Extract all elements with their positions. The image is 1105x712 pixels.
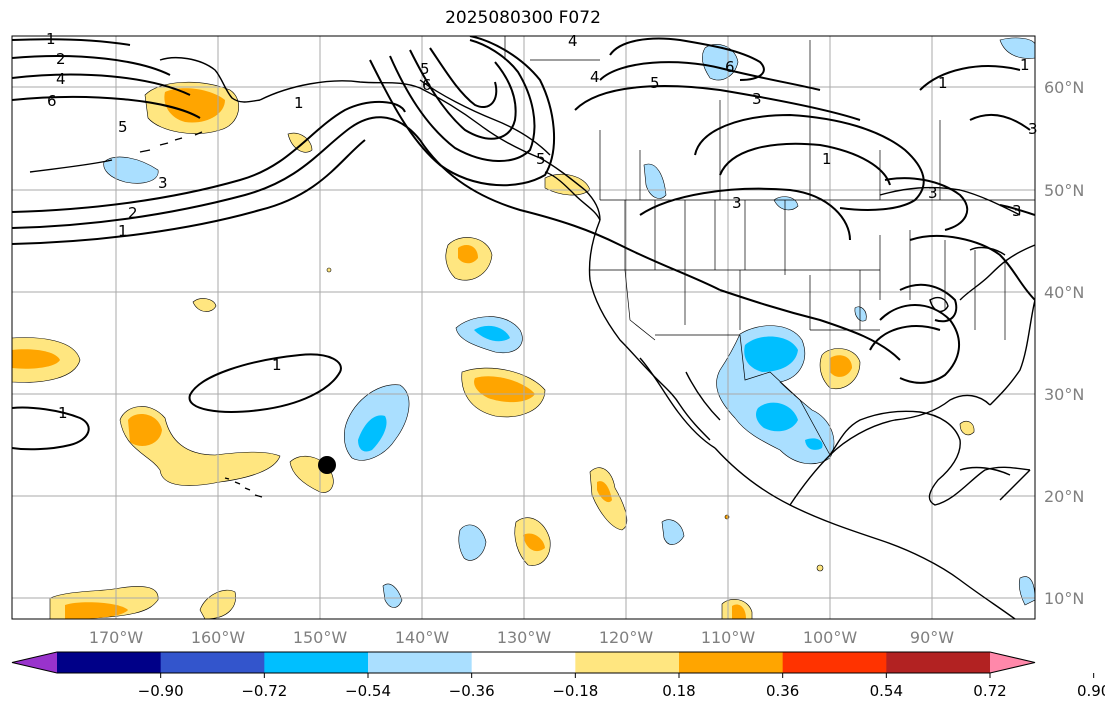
colorbar-segment xyxy=(57,652,162,673)
lat-label: 10°N xyxy=(1044,589,1084,608)
lon-label: 170°W xyxy=(89,628,144,647)
contour-label: 1 xyxy=(118,222,128,240)
colorbar-extend-high xyxy=(990,652,1035,673)
latitude-labels: 60°N 50°N 40°N 30°N 20°N 10°N xyxy=(1044,78,1084,608)
lon-label: 160°W xyxy=(191,628,246,647)
lon-label: 130°W xyxy=(497,628,552,647)
contour-label: 1 xyxy=(294,94,304,112)
contour-label: 2 xyxy=(56,50,66,68)
colorbar-outline xyxy=(11,651,1036,674)
colorbar-segment xyxy=(782,652,887,673)
map-frame xyxy=(11,35,1036,620)
contour-label: 1 xyxy=(1020,56,1030,74)
negative-anomaly-shading xyxy=(103,37,1035,608)
colorbar-segment xyxy=(471,652,576,673)
colorbar-segment xyxy=(368,652,473,673)
lon-label: 110°W xyxy=(701,628,756,647)
longitude-labels: 170°W 160°W 150°W 140°W 130°W 120°W 110°… xyxy=(89,628,954,647)
contour-label: 3 xyxy=(732,194,742,212)
lat-label: 50°N xyxy=(1044,181,1084,200)
contour-label-group: 1 2 4 6 5 3 2 1 4 6 5 5 4 6 3 1 5 3 1 3 … xyxy=(46,30,1038,422)
contour-label: 1 xyxy=(938,74,948,92)
contour-label: 4 xyxy=(568,32,578,50)
colorbar-tick-label: −0.72 xyxy=(241,682,287,700)
map-title: 2025080300 F072 xyxy=(445,8,601,28)
colorbar-segment xyxy=(575,652,680,673)
contour-label: 1 xyxy=(822,150,832,168)
contour-label: 3 xyxy=(1012,202,1022,220)
contour-label: 5 xyxy=(650,74,660,92)
colorbar-tick-label: 0.72 xyxy=(973,682,1006,700)
colorbar-segment xyxy=(160,652,265,673)
point-marker xyxy=(318,456,336,474)
colorbar-tick-label: 0.54 xyxy=(870,682,903,700)
contour-label: 1 xyxy=(58,404,68,422)
colorbar-segment xyxy=(886,652,991,673)
colorbar-tick-label: −0.90 xyxy=(138,682,184,700)
contour-label: 5 xyxy=(536,150,546,168)
political-borders xyxy=(504,36,1035,456)
colorbar-extend-low xyxy=(12,652,57,673)
contour-label: 5 xyxy=(118,118,128,136)
contour-label: 2 xyxy=(128,204,138,222)
coastlines xyxy=(29,57,1035,619)
colorbar-segment xyxy=(264,652,369,673)
colorbar-tick-label: −0.54 xyxy=(345,682,391,700)
lat-label: 40°N xyxy=(1044,283,1084,302)
colorbar-tick-label: 0.36 xyxy=(766,682,799,700)
colorbar-tick-label: 0.18 xyxy=(662,682,695,700)
lat-label: 60°N xyxy=(1044,78,1084,97)
lon-label: 140°W xyxy=(395,628,450,647)
lon-label: 100°W xyxy=(803,628,858,647)
colorbar-tick-label: 0.90 xyxy=(1077,682,1105,700)
lat-label: 20°N xyxy=(1044,487,1084,506)
contour-label: 3 xyxy=(752,90,762,108)
lon-label: 90°W xyxy=(910,628,954,647)
contour-label: 3 xyxy=(158,174,168,192)
lon-label: 120°W xyxy=(599,628,654,647)
contour-label: 6 xyxy=(422,76,432,94)
contour-label: 3 xyxy=(928,184,938,202)
colorbar: −0.90 −0.72 −0.54 −0.36 −0.18 0.18 0.36 0.54 0.7… xyxy=(11,651,1105,700)
contour-label: 6 xyxy=(47,92,57,110)
contour-label: 6 xyxy=(725,58,735,76)
contour-label: 5 xyxy=(420,60,430,78)
contour-label: 1 xyxy=(272,356,282,374)
lon-label: 150°W xyxy=(293,628,348,647)
colorbar-tick-label: −0.18 xyxy=(552,682,598,700)
colorbar-tick-label: −0.36 xyxy=(449,682,495,700)
contour-label: 4 xyxy=(56,70,66,88)
contour-lines xyxy=(12,36,1035,451)
lat-label: 30°N xyxy=(1044,385,1084,404)
contour-label: 3 xyxy=(1028,120,1038,138)
colorbar-segment xyxy=(679,652,784,673)
contour-label: 4 xyxy=(590,68,600,86)
contour-label: 1 xyxy=(46,30,56,48)
